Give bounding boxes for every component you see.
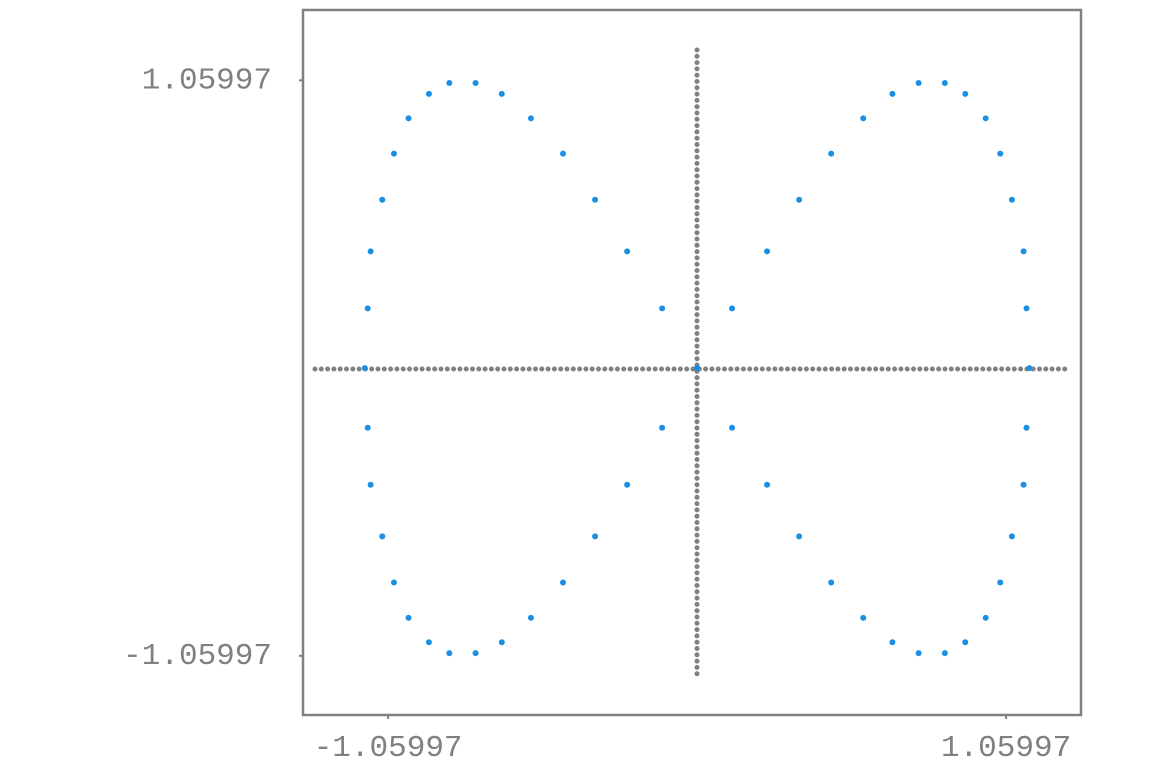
scatter-point <box>659 424 666 431</box>
scatter-point <box>425 639 432 646</box>
scatter-point <box>1023 424 1030 431</box>
scatter-point <box>962 639 969 646</box>
scatter-point <box>729 424 736 431</box>
scatter-point <box>764 248 771 255</box>
scatter-point <box>472 80 479 87</box>
scatter-point <box>982 115 989 122</box>
scatter-point <box>425 90 432 97</box>
scatter-point <box>446 650 453 657</box>
scatter-point <box>560 150 567 157</box>
scatter-point <box>997 150 1004 157</box>
plot-frame <box>301 8 1083 717</box>
scatter-point <box>527 115 534 122</box>
scatter-point <box>997 579 1004 586</box>
scatter-point <box>941 650 948 657</box>
scatter-point <box>361 365 368 372</box>
scatter-point <box>828 150 835 157</box>
y-tick-label: -1.05997 <box>123 639 272 674</box>
scatter-point <box>796 196 803 203</box>
scatter-point <box>1020 481 1027 488</box>
scatter-point <box>560 579 567 586</box>
scatter-point <box>1008 533 1015 540</box>
scatter-point <box>1020 248 1027 255</box>
scatter-point <box>860 614 867 621</box>
scatter-point <box>941 80 948 87</box>
scatter-point <box>915 80 922 87</box>
scatter-point <box>390 579 397 586</box>
scatter-point <box>694 365 701 372</box>
scatter-point <box>498 90 505 97</box>
scatter-point <box>592 196 599 203</box>
scatter-point <box>828 579 835 586</box>
scatter-point <box>915 650 922 657</box>
scatter-point <box>527 614 534 621</box>
scatter-point <box>405 115 412 122</box>
scatter-point <box>405 614 412 621</box>
x-tick-label: 1.05997 <box>941 731 1071 766</box>
scatter-point <box>592 533 599 540</box>
scatter-point <box>764 481 771 488</box>
scatter-point <box>962 90 969 97</box>
x-tick-label: -1.05997 <box>314 731 463 766</box>
scatter-point <box>364 305 371 312</box>
scatter-point <box>796 533 803 540</box>
scatter-point <box>729 305 736 312</box>
scatter-point <box>624 481 631 488</box>
scatter-point <box>889 90 896 97</box>
y-tick-label: 1.05997 <box>142 64 272 99</box>
scatter-point <box>659 305 666 312</box>
scatter-point <box>1026 365 1033 372</box>
scatter-point <box>1023 305 1030 312</box>
scatter-point <box>390 150 397 157</box>
scatter-point <box>446 80 453 87</box>
scatter-point <box>982 614 989 621</box>
scatter-point <box>624 248 631 255</box>
scatter-point <box>1008 196 1015 203</box>
scatter-point <box>364 424 371 431</box>
scatter-point <box>379 196 386 203</box>
scatter-point <box>472 650 479 657</box>
scatter-point <box>498 639 505 646</box>
scatter-point <box>367 248 374 255</box>
scatter-point <box>367 481 374 488</box>
scatter-point <box>889 639 896 646</box>
scatter-point <box>860 115 867 122</box>
scatter-point <box>379 533 386 540</box>
